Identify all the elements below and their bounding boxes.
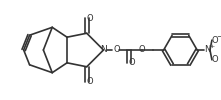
Text: N: N [204, 46, 210, 54]
Text: O: O [86, 14, 93, 23]
Text: O: O [139, 44, 145, 54]
Text: O: O [86, 77, 93, 86]
Text: O: O [211, 55, 218, 64]
Text: O: O [113, 44, 120, 54]
Text: −: − [216, 34, 221, 40]
Text: O: O [129, 58, 135, 67]
Text: N: N [100, 46, 107, 54]
Text: O: O [211, 36, 218, 45]
Text: +: + [209, 44, 215, 49]
